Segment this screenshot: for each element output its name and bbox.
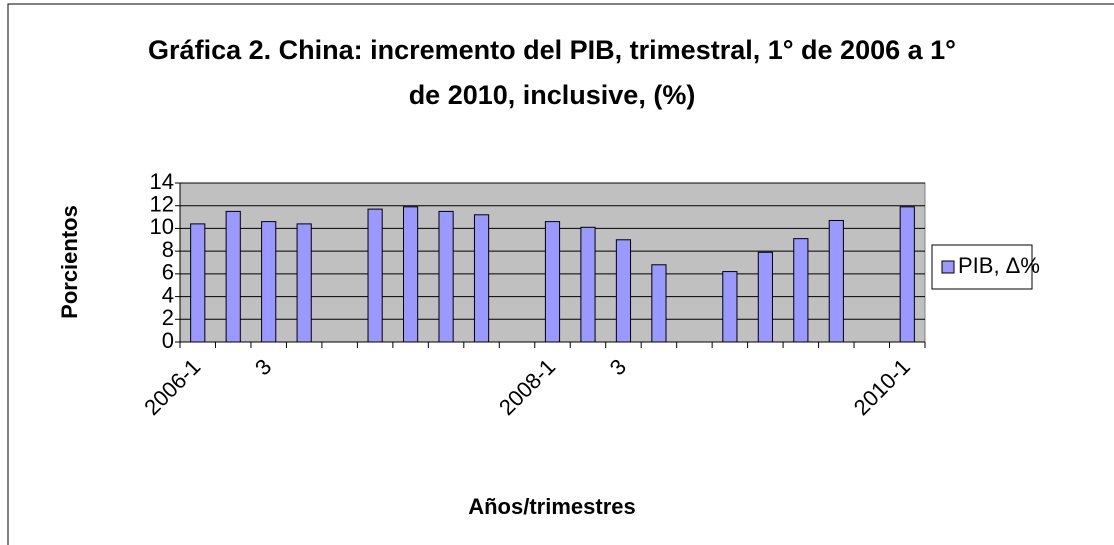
bar [793,238,809,343]
y-tick-label: 2 [162,305,174,330]
y-tick-label: 0 [162,328,174,353]
bar [190,223,206,343]
legend-label: PIB, Δ% [958,253,1040,278]
y-tick-label: 4 [162,282,174,307]
bar [757,251,773,343]
x-axis-label: Años/trimestres [468,494,636,519]
bar [828,219,844,343]
bar [651,264,667,343]
bar [225,210,241,343]
y-tick-label: 8 [162,237,174,262]
bar [367,208,383,343]
chart-title: Gráfica 2. China: incremento del PIB, tr… [148,35,956,110]
y-tick-label: 12 [150,192,174,217]
bar [296,223,312,343]
y-tick-label: 6 [162,260,174,285]
bar [473,214,490,343]
y-axis-label: Porcientos [57,205,82,319]
bar [261,221,277,343]
bar [722,271,738,343]
bar [899,206,915,343]
bar [580,226,596,343]
y-tick-label: 10 [150,214,174,239]
bar [438,210,454,343]
y-tick-label: 14 [150,169,174,194]
legend-swatch [941,260,955,274]
bar [403,206,419,343]
bar [544,221,561,343]
bar [615,239,632,343]
